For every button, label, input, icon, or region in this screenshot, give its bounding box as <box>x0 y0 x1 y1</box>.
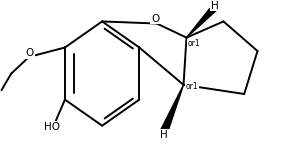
Text: HO: HO <box>44 122 60 132</box>
Text: or1: or1 <box>188 39 200 49</box>
Text: O: O <box>151 14 160 24</box>
Polygon shape <box>186 9 217 38</box>
Polygon shape <box>160 85 184 131</box>
Text: O: O <box>25 48 34 58</box>
Text: or1: or1 <box>186 82 199 91</box>
Text: H: H <box>160 130 168 140</box>
Text: H: H <box>211 1 218 11</box>
